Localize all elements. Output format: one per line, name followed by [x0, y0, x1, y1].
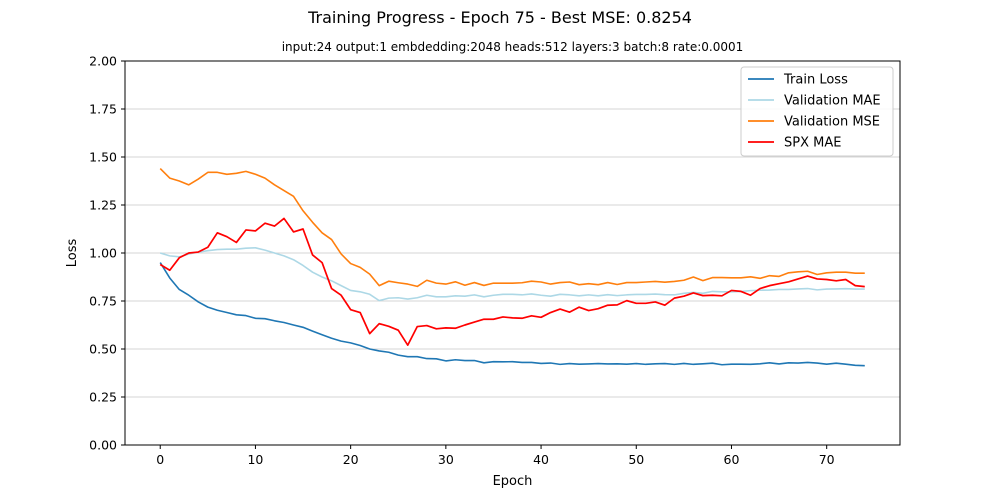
x-tick-label: 40	[533, 452, 549, 467]
y-tick-label: 1.00	[89, 246, 117, 261]
legend-label: Train Loss	[783, 73, 848, 88]
legend-label: SPX MAE	[784, 136, 841, 151]
x-tick-label: 50	[628, 452, 644, 467]
series-lines	[159, 167, 865, 367]
y-tick-label: 0.25	[89, 390, 117, 405]
chart-title: Training Progress - Epoch 75 - Best MSE:…	[307, 8, 692, 27]
x-tick-label: 60	[724, 452, 740, 467]
x-tick-label: 0	[156, 452, 164, 467]
x-tick-label: 30	[438, 452, 454, 467]
y-axis-ticks: 0.00 0.25 0.50 0.75 1.00 1.25 1.50 1.75 2.00	[89, 54, 125, 453]
y-tick-label: 1.25	[89, 198, 117, 213]
series-line-spx-mae	[159, 217, 865, 347]
chart-subtitle: input:24 output:1 embdedding:2048 heads:…	[282, 40, 744, 54]
y-tick-label: 1.50	[89, 150, 117, 165]
y-tick-label: 0.00	[89, 438, 117, 453]
series-line-train-loss	[159, 262, 865, 367]
series-line-validation-mae	[159, 247, 865, 302]
x-axis-ticks: 0 10 20 30 40 50 60 70	[156, 445, 835, 467]
legend-label: Validation MAE	[784, 94, 881, 109]
x-axis-label: Epoch	[493, 474, 533, 489]
x-tick-label: 20	[343, 452, 359, 467]
legend-label: Validation MSE	[784, 115, 880, 130]
series-line-validation-mse	[159, 167, 865, 288]
y-tick-label: 1.75	[89, 102, 117, 117]
x-tick-label: 70	[819, 452, 835, 467]
y-tick-label: 2.00	[89, 54, 117, 69]
legend: Train Loss Validation MAE Validation MSE SP…	[740, 66, 894, 157]
y-tick-label: 0.50	[89, 342, 117, 357]
y-axis-label: Loss	[65, 239, 80, 268]
y-tick-label: 0.75	[89, 294, 117, 309]
legend-box	[740, 66, 894, 157]
x-tick-label: 10	[247, 452, 263, 467]
